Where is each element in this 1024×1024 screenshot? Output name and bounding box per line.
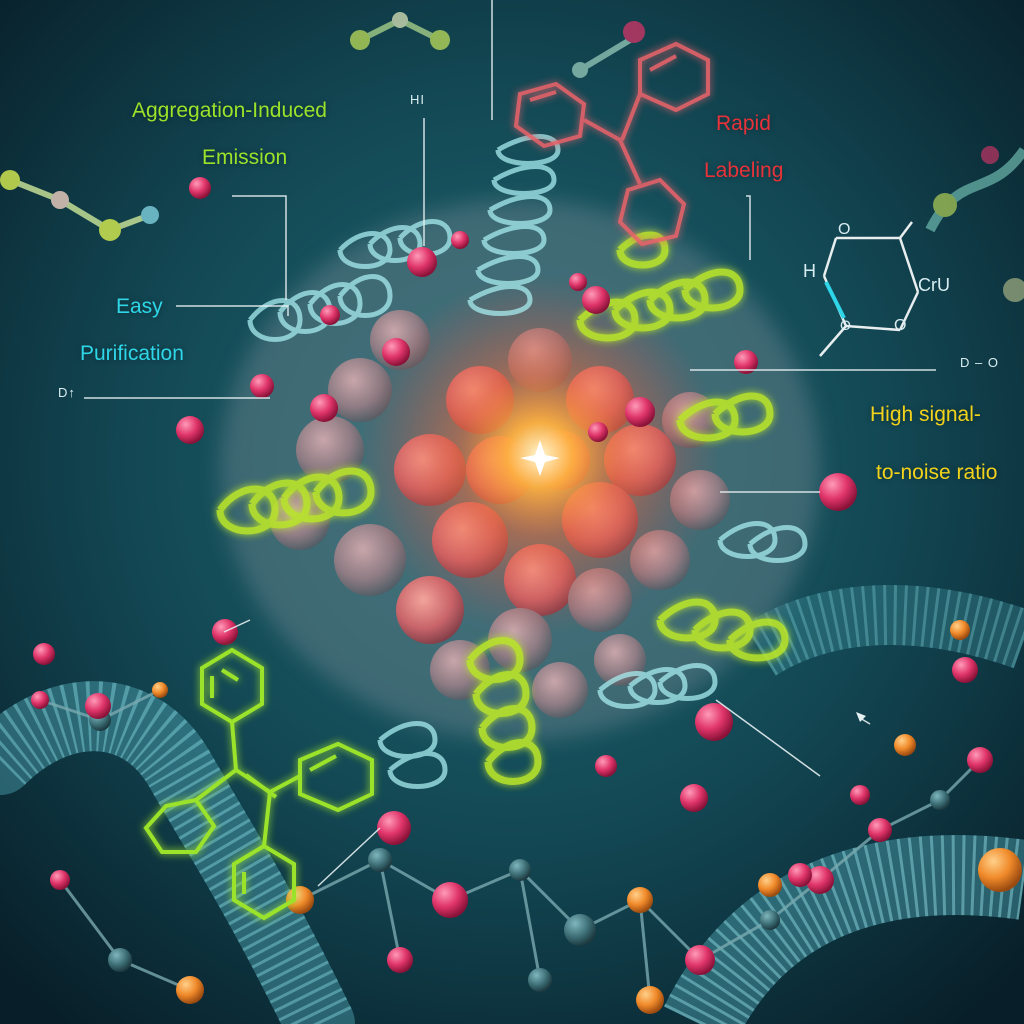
protein-core [220,200,820,740]
chem-atom-o-top: O [838,221,852,238]
tpe-molecule-red [513,41,710,247]
helices-green [216,231,789,785]
label-aie-line2: Emission [202,146,288,169]
label-rapid-line1: Rapid [716,112,771,135]
tag-d-right: D – O [960,355,999,370]
label-easy-line1: Easy [116,295,163,318]
label-easy-line2: Purification [80,342,184,365]
tag-hi: HI [410,92,425,107]
molecule-top-left [0,170,159,241]
label-aie-line1: Aggregation-Induced [132,99,327,122]
dna-strand-left [0,681,355,1024]
double-bond-marker [824,281,846,319]
chem-atom-o-right: O [894,317,908,334]
label-snr-line1: High signal- [870,403,981,426]
chem-atom-o-bottom: O [840,317,852,333]
molecule-right [925,146,1024,302]
chem-atom-h: H [803,261,817,281]
helices-cyan [247,134,808,789]
dna-strand-right [664,585,1024,1024]
surface-beads [33,177,857,845]
label-rapid-line2: Labeling [704,159,784,182]
label-snr-line2: to-noise ratio [876,461,998,484]
chem-label-cru: CrU [918,275,950,295]
tag-d-left: D↑ [58,385,76,400]
tpe-molecule-green [143,647,374,921]
leader-lines [84,0,936,887]
molecule-top [350,12,645,78]
